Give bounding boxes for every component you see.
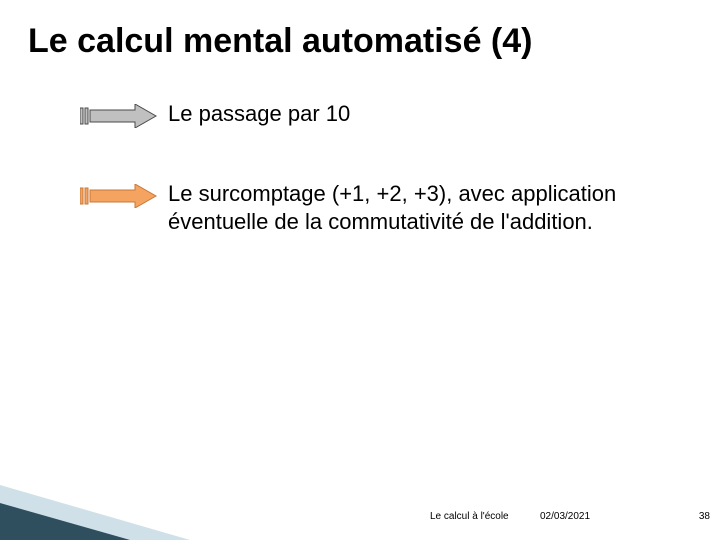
- footer-page: 38: [699, 511, 710, 522]
- bullet-row-2: Le surcomptage (+1, +2, +3), avec applic…: [80, 180, 628, 235]
- slide-title: Le calcul mental automatisé (4): [28, 22, 533, 61]
- bullet-row-1: Le passage par 10: [80, 100, 350, 128]
- footer-source: Le calcul à l'école: [430, 511, 509, 522]
- corner-wedge-decor: [0, 485, 190, 540]
- arrow-icon-2: [80, 180, 168, 208]
- bullet-text-1: Le passage par 10: [168, 100, 350, 128]
- bullet-text-2: Le surcomptage (+1, +2, +3), avec applic…: [168, 180, 628, 235]
- footer-date: 02/03/2021: [540, 511, 590, 522]
- arrow-icon-1: [80, 100, 168, 128]
